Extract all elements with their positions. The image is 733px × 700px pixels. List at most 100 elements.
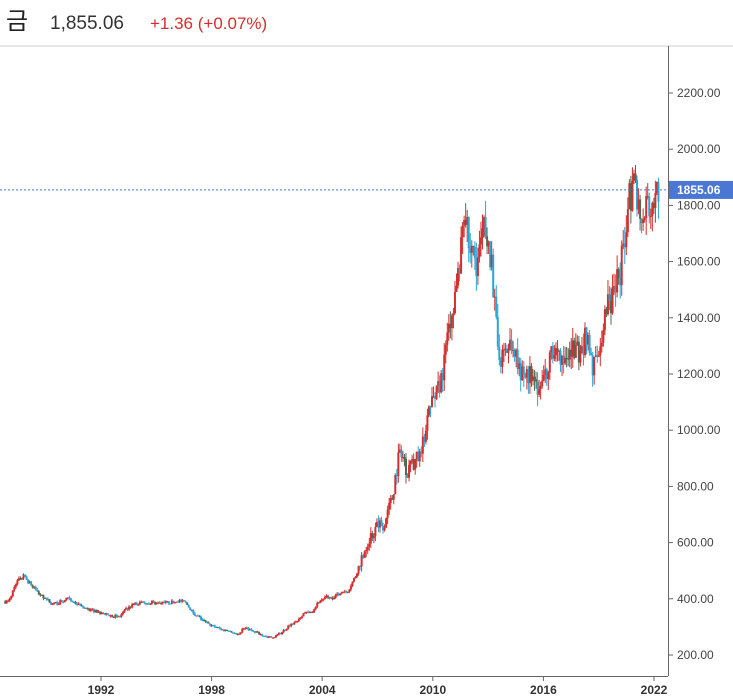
candle-body: [304, 612, 307, 614]
candle-body: [417, 451, 420, 462]
candle-body: [577, 341, 580, 363]
candle-body: [492, 254, 495, 297]
candle-body: [539, 386, 542, 390]
candle-body: [602, 330, 605, 343]
candle-body: [219, 628, 222, 630]
candle-body: [252, 630, 255, 632]
candle-body: [72, 601, 75, 603]
candle-body: [7, 600, 10, 602]
candle-body: [418, 451, 421, 462]
candle-body: [111, 615, 114, 617]
candle-body: [198, 615, 201, 617]
candle-body: [147, 603, 150, 605]
candle-body: [380, 520, 383, 527]
candle-body: [392, 494, 395, 500]
candle-body: [359, 565, 362, 567]
candle-body: [36, 589, 39, 592]
y-tick-label: 200.00: [677, 648, 714, 662]
y-tick-label: 2200.00: [677, 86, 721, 100]
candle-body: [224, 629, 227, 631]
candle-body: [300, 616, 303, 618]
candle-body: [328, 597, 331, 599]
candle-body: [632, 173, 635, 181]
last-price: 1,855.06: [50, 13, 124, 34]
candle-body: [636, 180, 639, 210]
candle-body: [216, 627, 219, 629]
candle-body: [132, 603, 135, 605]
candle-body: [31, 585, 34, 588]
candle-body: [371, 533, 374, 539]
candle-body: [357, 565, 360, 574]
candle-body: [302, 613, 305, 617]
candle-body: [505, 348, 508, 353]
candle-body: [378, 520, 381, 528]
candle-body: [299, 617, 302, 619]
candle-body: [199, 616, 202, 620]
candle-body: [129, 606, 132, 608]
candle-body: [135, 602, 138, 605]
candle-body: [287, 625, 290, 629]
candle-body: [614, 286, 617, 293]
candle-body: [172, 600, 175, 603]
candle-body: [414, 459, 417, 470]
candle-body: [250, 629, 253, 631]
candle-body: [322, 599, 325, 601]
price-chart[interactable]: 2200.00 2000.00 1800.00 1600.00 1400.00 1200.…: [0, 46, 733, 700]
candle-body: [118, 616, 121, 618]
candle-body: [349, 586, 352, 590]
candle-body: [452, 313, 455, 316]
candle-body: [196, 615, 199, 617]
candle-body: [25, 576, 28, 580]
candle-body: [557, 350, 560, 352]
candle-body: [323, 597, 326, 600]
candle-body: [192, 609, 195, 614]
candle-body: [296, 621, 299, 623]
candle-body: [155, 602, 158, 605]
candle-body: [154, 601, 157, 605]
y-tick-label: 600.00: [677, 536, 714, 550]
candle-body: [450, 315, 453, 329]
candle-body: [608, 294, 611, 301]
x-tick-label: 1998: [198, 683, 225, 697]
candles-group: [4, 165, 660, 639]
candle-body: [69, 598, 72, 601]
candle-body: [559, 350, 562, 365]
candle-body: [368, 543, 371, 547]
candle-body: [490, 254, 493, 268]
candle-body: [594, 355, 597, 358]
candle-body: [339, 593, 342, 596]
candle-body: [183, 600, 186, 602]
candle-body: [167, 601, 170, 604]
candle-body: [617, 269, 620, 279]
candle-body: [486, 236, 489, 247]
candle-body: [574, 345, 577, 358]
candle-body: [611, 288, 614, 314]
candle-body: [437, 381, 440, 386]
candle-body: [369, 533, 372, 544]
candle-body: [140, 601, 143, 603]
candle-body: [352, 578, 355, 582]
y-tick-label: 1200.00: [677, 367, 721, 381]
candle-body: [43, 597, 46, 599]
candle-body: [562, 356, 565, 364]
candle-body: [356, 573, 359, 577]
candle-body: [582, 346, 585, 356]
candle-body: [28, 581, 31, 584]
candle-body: [5, 600, 8, 604]
candle-body: [320, 599, 323, 601]
price-change: +1.36 (+0.07%): [150, 14, 268, 33]
candle-body: [515, 349, 518, 357]
candle-body: [137, 604, 140, 606]
candle-body: [463, 220, 466, 226]
x-tick-label: 2022: [641, 683, 668, 697]
candle-body: [443, 354, 446, 381]
candle-body: [657, 182, 660, 202]
candle-body: [316, 602, 319, 607]
candle-body: [651, 202, 654, 217]
candle-body: [440, 373, 443, 393]
candle-body: [389, 497, 392, 503]
candle-body: [400, 449, 403, 458]
candle-body: [285, 628, 288, 631]
candle-body: [8, 598, 11, 601]
candle-body: [97, 611, 100, 613]
